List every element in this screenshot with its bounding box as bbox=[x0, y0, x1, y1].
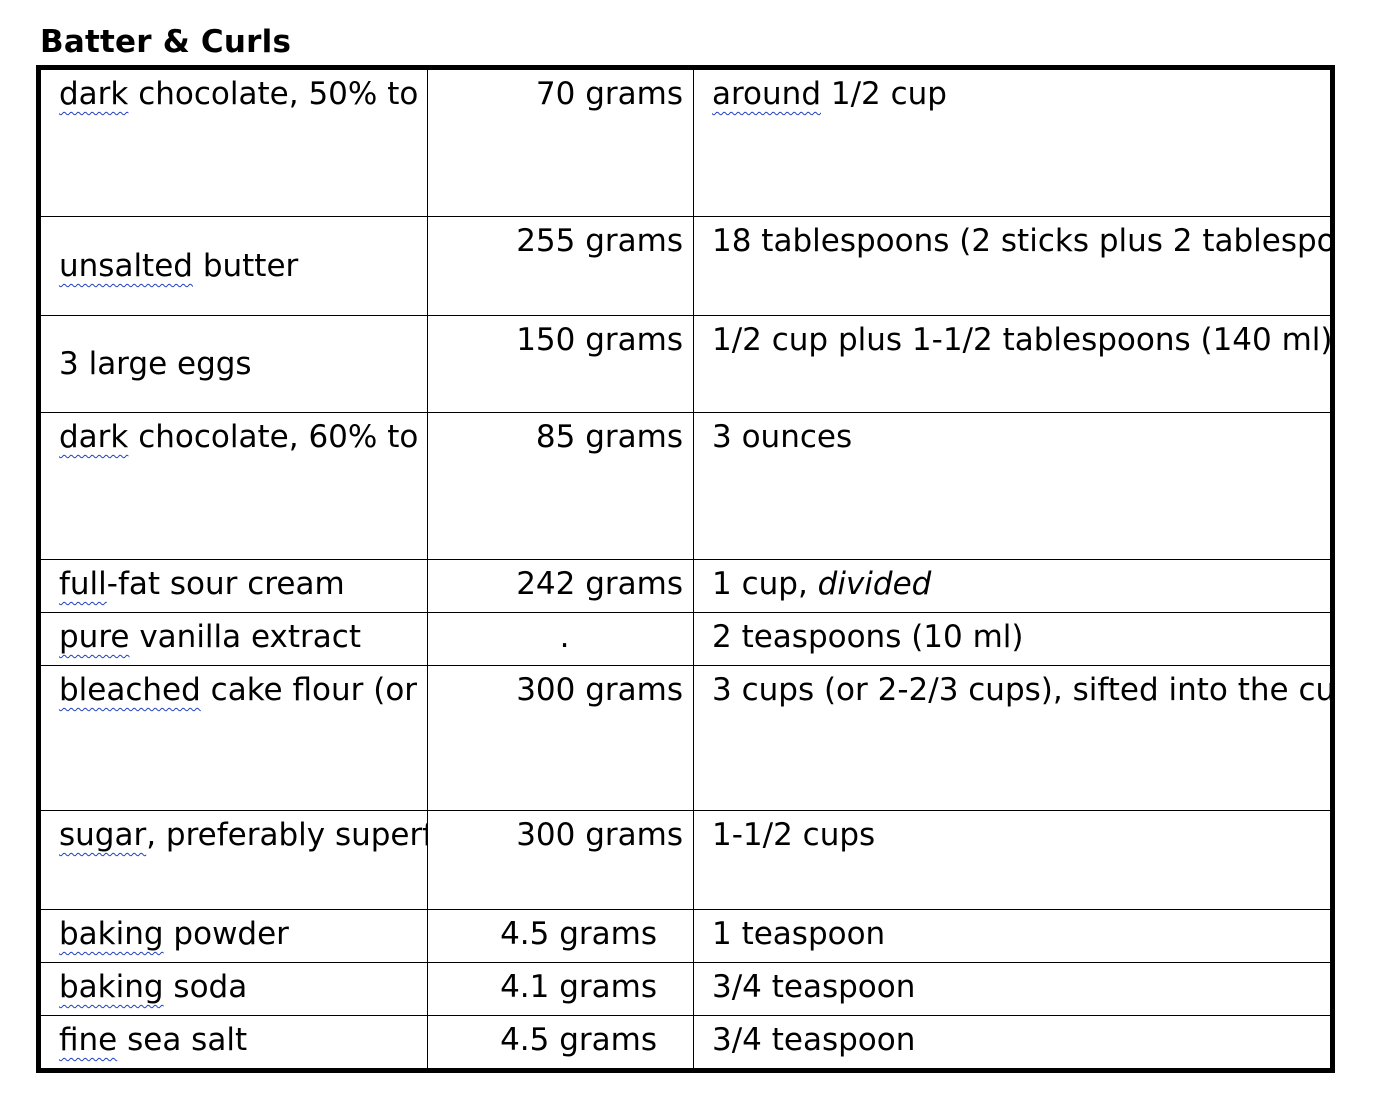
table-row: fine sea salt 4.5 grams 3/4 teaspoon bbox=[38, 1015, 1333, 1071]
grams-cell: 150 grams bbox=[427, 315, 694, 413]
ingredient-text: sea salt bbox=[117, 1022, 248, 1058]
spellcheck-word: baking bbox=[59, 916, 164, 952]
grams-cell: 4.5 grams bbox=[427, 909, 694, 963]
ingredient-cell: dark chocolate, 60% to 62% cacao, choppe… bbox=[38, 412, 428, 560]
volume-cell: 1 cup, divided bbox=[693, 559, 1333, 613]
ingredient-text: powder bbox=[163, 916, 289, 952]
volume-cell: 3 cups (or 2-2/3 cups), sifted into the … bbox=[693, 665, 1333, 811]
volume-cell: 3/4 teaspoon bbox=[693, 1015, 1333, 1071]
ingredient-text: , preferably superfine bbox=[146, 817, 426, 853]
table-row: unsalted butter 255 grams 18 tablespoons… bbox=[38, 216, 1333, 316]
ingredient-cell: dark chocolate, 50% to 55% cacao, 120 gr… bbox=[38, 67, 428, 217]
grams-cell: 70 grams bbox=[427, 67, 694, 217]
grams-cell: 300 grams bbox=[427, 810, 694, 910]
table-row: pure vanilla extract . 2 teaspoons (10 m… bbox=[38, 612, 1333, 666]
grams-cell: 85 grams bbox=[427, 412, 694, 560]
spellcheck-word: sugar bbox=[59, 817, 147, 853]
grams-cell: 300 grams bbox=[427, 665, 694, 811]
volume-cell: 1 teaspoon bbox=[693, 909, 1333, 963]
ingredient-text: chocolate, 60% to 62% cacao, chopped bbox=[138, 419, 426, 455]
table-row: 3 large eggs 150 grams 1/2 cup plus 1-1/… bbox=[38, 315, 1333, 413]
ingredients-table: dark chocolate, 50% to 55% cacao, 120 gr… bbox=[36, 65, 1335, 1073]
volume-cell: 2 teaspoons (10 ml) bbox=[693, 612, 1333, 666]
table-row: bleached cake flour (or bleached all-pur… bbox=[38, 665, 1333, 811]
volume-text: 1 cup, bbox=[712, 566, 818, 602]
spellcheck-word: fine bbox=[59, 1022, 118, 1058]
ingredient-cell: fine sea salt bbox=[38, 1015, 428, 1071]
spellcheck-word: full bbox=[59, 566, 107, 602]
spellcheck-word: dark bbox=[59, 76, 129, 112]
ingredient-cell: baking powder bbox=[38, 909, 428, 963]
spellcheck-word: dark bbox=[59, 419, 129, 455]
spellcheck-word: baking bbox=[59, 969, 164, 1005]
table-row: dark chocolate, 50% to 55% cacao, 120 gr… bbox=[38, 67, 1333, 217]
ingredient-text: butter bbox=[192, 248, 299, 284]
grams-cell: 255 grams bbox=[427, 216, 694, 316]
ingredient-cell: bleached cake flour (or bleached all-pur… bbox=[38, 665, 428, 811]
grams-cell: . bbox=[427, 612, 694, 666]
grams-cell: 4.1 grams bbox=[427, 962, 694, 1016]
ingredient-cell: unsalted butter bbox=[38, 216, 428, 316]
ingredient-text: chocolate, 50% to 55% cacao, 120 grams o… bbox=[138, 76, 426, 112]
ingredient-text: cake flour (or bleached all-purpose flou… bbox=[210, 672, 427, 708]
spellcheck-word: pure bbox=[59, 619, 130, 655]
volume-cell: around 1/2 cup bbox=[693, 67, 1333, 217]
volume-cell: 3 ounces bbox=[693, 412, 1333, 560]
grams-cell: 4.5 grams bbox=[427, 1015, 694, 1071]
table-title: Batter & Curls bbox=[40, 24, 292, 60]
table-row: dark chocolate, 60% to 62% cacao, choppe… bbox=[38, 412, 1333, 560]
ingredient-cell: pure vanilla extract bbox=[38, 612, 428, 666]
volume-cell: 1-1/2 cups bbox=[693, 810, 1333, 910]
ingredient-cell: 3 large eggs bbox=[38, 315, 428, 413]
ingredient-cell: sugar, preferably superfine bbox=[38, 810, 428, 910]
ingredient-cell: full-fat sour cream bbox=[38, 559, 428, 613]
table-row: sugar, preferably superfine 300 grams 1-… bbox=[38, 810, 1333, 910]
ingredient-text: vanilla extract bbox=[129, 619, 361, 655]
spellcheck-word: unsalted bbox=[59, 248, 193, 284]
volume-cell: 18 tablespoons (2 sticks plus 2 tablespo… bbox=[693, 216, 1333, 316]
ingredient-text: -fat sour cream bbox=[106, 566, 345, 602]
spellcheck-word: around bbox=[712, 76, 821, 112]
table-row: full-fat sour cream 242 grams 1 cup, div… bbox=[38, 559, 1333, 613]
ingredient-cell: baking soda bbox=[38, 962, 428, 1016]
volume-cell: 3/4 teaspoon bbox=[693, 962, 1333, 1016]
table-row: baking soda 4.1 grams 3/4 teaspoon bbox=[38, 962, 1333, 1016]
table-row: baking powder 4.5 grams 1 teaspoon bbox=[38, 909, 1333, 963]
ingredient-text: soda bbox=[163, 969, 248, 1005]
spellcheck-word: bleached bbox=[59, 672, 201, 708]
volume-emphasis: divided bbox=[817, 566, 932, 602]
volume-cell: 1/2 cup plus 1-1/2 tablespoons (140 ml) bbox=[693, 315, 1333, 413]
volume-text: 1/2 cup bbox=[821, 76, 947, 112]
grams-cell: 242 grams bbox=[427, 559, 694, 613]
